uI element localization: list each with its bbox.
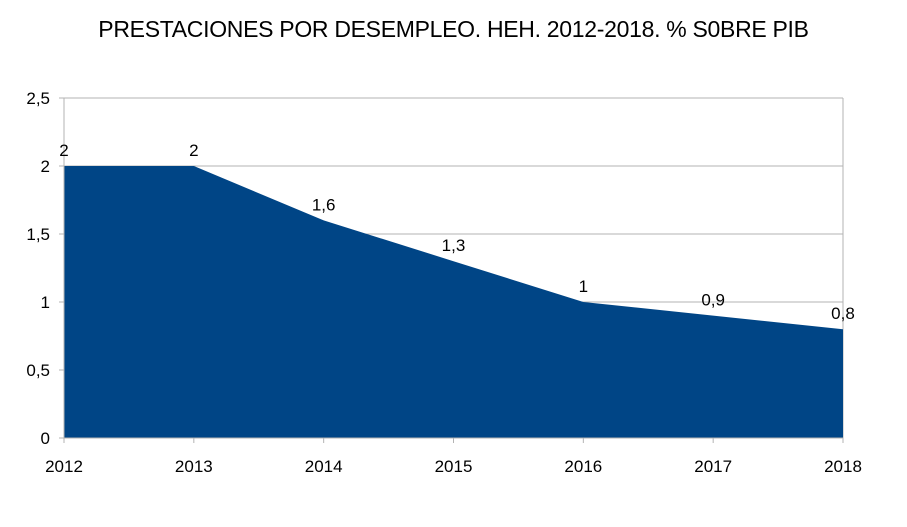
x-tick-label: 2013	[175, 457, 213, 476]
series-area-fill	[64, 166, 843, 438]
y-tick-label: 1	[41, 293, 50, 312]
data-label: 0,9	[701, 291, 725, 310]
data-label: 1,6	[312, 195, 336, 214]
y-tick-labels: 0 0,5 1 1,5 2 2,5	[26, 89, 50, 448]
y-tick-label: 2,5	[26, 89, 50, 108]
x-tick-label: 2017	[694, 457, 732, 476]
x-tick-labels: 2012 2013 2014 2015 2016 2017 2018	[45, 457, 862, 476]
data-label: 0,8	[831, 304, 855, 323]
axes	[59, 97, 844, 443]
chart-title: PRESTACIONES POR DESEMPLEO. HEH. 2012-20…	[98, 16, 809, 42]
data-label: 2	[59, 141, 68, 160]
y-tick-label: 0	[41, 429, 50, 448]
series-area	[64, 166, 843, 438]
x-tick-label: 2015	[435, 457, 473, 476]
data-label: 1,3	[442, 236, 466, 255]
data-labels: 2 2 1,6 1,3 1 0,9 0,8	[59, 141, 855, 323]
x-tick-label: 2014	[305, 457, 343, 476]
x-tick-label: 2018	[824, 457, 862, 476]
data-label: 1	[579, 277, 588, 296]
y-tick-label: 1,5	[26, 225, 50, 244]
data-label: 2	[189, 141, 198, 160]
x-tick-label: 2012	[45, 457, 83, 476]
y-tick-label: 0,5	[26, 361, 50, 380]
y-tick-label: 2	[41, 157, 50, 176]
x-tick-label: 2016	[564, 457, 602, 476]
